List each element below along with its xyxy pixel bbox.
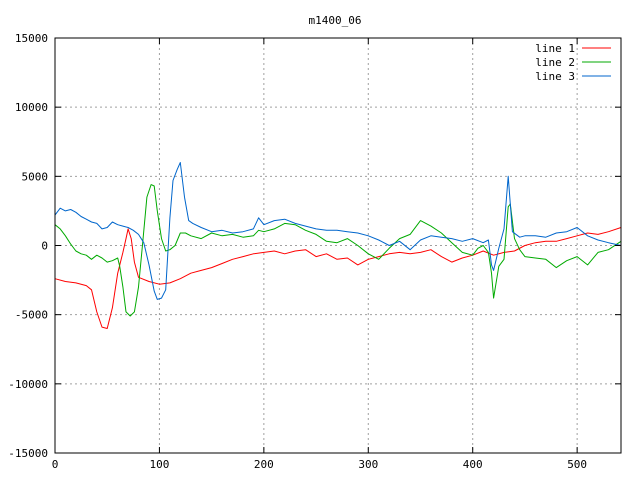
y-tick-label: -10000 — [8, 378, 48, 391]
x-tick-label: 0 — [52, 458, 59, 471]
plot-series — [54, 162, 622, 329]
x-tick-label: 400 — [463, 458, 483, 471]
legend-label-1: line 1 — [535, 42, 575, 55]
y-tick-label: -15000 — [8, 447, 48, 460]
series-line-2 — [54, 184, 622, 317]
legend-label-2: line 2 — [535, 56, 575, 69]
axis-ticks: 0 100 200 300 400 500 -15000 -10000 -5000 0 5000 10… — [8, 32, 621, 471]
y-tick-label: 0 — [41, 240, 48, 253]
x-tick-label: 500 — [567, 458, 587, 471]
y-tick-label: 5000 — [22, 170, 49, 183]
series-line-1 — [54, 227, 622, 329]
x-tick-label: 100 — [149, 458, 169, 471]
x-tick-label: 200 — [254, 458, 274, 471]
y-tick-label: 10000 — [15, 101, 48, 114]
y-tick-label: 15000 — [15, 32, 48, 45]
x-tick-label: 300 — [358, 458, 378, 471]
y-tick-label: -5000 — [15, 309, 48, 322]
legend-label-3: line 3 — [535, 70, 575, 83]
chart-title: m1400_06 — [309, 14, 362, 27]
series-line-3 — [54, 162, 622, 300]
